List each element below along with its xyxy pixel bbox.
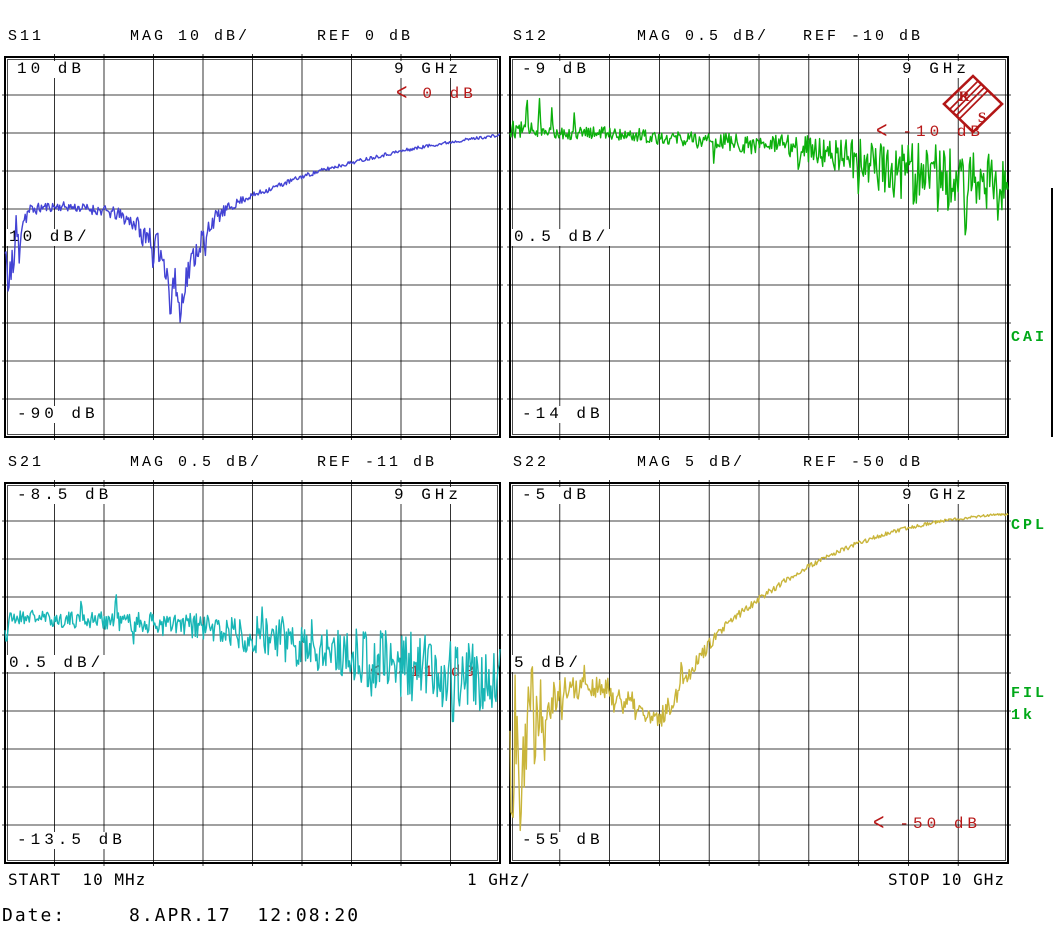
s21-ref-level-value: -11 dB bbox=[396, 663, 479, 681]
s21-ref-label: REF -11 dB bbox=[317, 454, 438, 471]
s11-marker-frequency: 9 GHz bbox=[391, 60, 464, 78]
s12-bottom-scale-value: -14 dB bbox=[520, 405, 606, 423]
panel-s12: -9 dB 9 GHz 0.5 dB/ -14 dB < -10 dB bbox=[507, 54, 1011, 440]
s12-marker-frequency: 9 GHz bbox=[899, 60, 972, 78]
ref-level-arrow-icon: < bbox=[873, 810, 889, 838]
s22-top-scale-value: -5 dB bbox=[520, 486, 593, 504]
s21-per-div-label: 0.5 dB/ bbox=[7, 654, 107, 672]
s12-top-scale-value: -9 dB bbox=[520, 60, 593, 78]
s11-bottom-scale-value: -90 dB bbox=[15, 405, 101, 423]
s22-marker-frequency: 9 GHz bbox=[899, 486, 972, 504]
sweep-start-label: START 10 MHz bbox=[8, 870, 147, 889]
date-value: 8.APR.17 12:08:20 bbox=[129, 905, 361, 926]
s22-bottom-scale-value: -55 dB bbox=[520, 831, 606, 849]
s12-per-div-label: 0.5 dB/ bbox=[512, 228, 612, 246]
s21-param-label: S21 bbox=[8, 454, 45, 471]
sweep-stop-label: STOP 10 GHz bbox=[888, 870, 1005, 889]
grid bbox=[507, 54, 1011, 440]
s22-ref-label: REF -50 dB bbox=[803, 454, 924, 471]
s22-scale-label: MAG 5 dB/ bbox=[637, 454, 746, 471]
s21-scale-label: MAG 0.5 dB/ bbox=[130, 454, 263, 471]
s22-per-div-label: 5 dB/ bbox=[512, 654, 585, 672]
grid bbox=[2, 54, 503, 440]
panel-s22: -5 dB 9 GHz 5 dB/ -55 dB < -50 dB bbox=[507, 480, 1011, 866]
s11-ref-level-value: 0 dB bbox=[422, 85, 477, 103]
ref-level-arrow-icon: < bbox=[370, 658, 386, 686]
status-cal-interpolated: CAI bbox=[1011, 329, 1048, 346]
display-edge-line bbox=[1051, 188, 1053, 437]
svg-text:S: S bbox=[978, 110, 986, 126]
status-if-filter: FIL bbox=[1011, 685, 1048, 702]
s21-top-scale-value: -8.5 dB bbox=[15, 486, 115, 504]
ref-level-arrow-icon: < bbox=[396, 80, 412, 108]
ref-level-arrow-icon: < bbox=[876, 118, 892, 146]
s21-ref-level-marker: < -11 dB bbox=[370, 658, 479, 686]
s11-param-label: S11 bbox=[8, 28, 45, 45]
s22-ref-level-marker: < -50 dB bbox=[873, 810, 982, 838]
s11-per-div-label: 10 dB/ bbox=[7, 228, 93, 246]
date-label: Date: bbox=[2, 905, 67, 926]
grid bbox=[507, 480, 1011, 866]
panel-s21: -8.5 dB 9 GHz 0.5 dB/ -13.5 dB < -11 dB bbox=[2, 480, 503, 866]
s12-ref-label: REF -10 dB bbox=[803, 28, 924, 45]
s22-ref-level-value: -50 dB bbox=[899, 815, 982, 833]
s22-param-label: S22 bbox=[513, 454, 550, 471]
sweep-per-div-label: 1 GHz/ bbox=[467, 870, 531, 889]
s21-marker-frequency: 9 GHz bbox=[391, 486, 464, 504]
s12-scale-label: MAG 0.5 dB/ bbox=[637, 28, 770, 45]
s11-ref-label: REF 0 dB bbox=[317, 28, 414, 45]
s11-scale-label: MAG 10 dB/ bbox=[130, 28, 251, 45]
s11-ref-level-marker: <0 dB bbox=[396, 80, 477, 108]
s12-param-label: S12 bbox=[513, 28, 550, 45]
status-if-filter-value: 1k bbox=[1011, 707, 1036, 724]
panel-s11: 10 dB 9 GHz 10 dB/ -90 dB <0 dB bbox=[2, 54, 503, 440]
s11-top-scale-value: 10 dB bbox=[15, 60, 88, 78]
svg-text:R: R bbox=[959, 89, 970, 105]
status-coupled-channels: CPL bbox=[1011, 517, 1048, 534]
s21-bottom-scale-value: -13.5 dB bbox=[15, 831, 128, 849]
rohde-schwarz-logo: RS bbox=[942, 74, 1004, 134]
